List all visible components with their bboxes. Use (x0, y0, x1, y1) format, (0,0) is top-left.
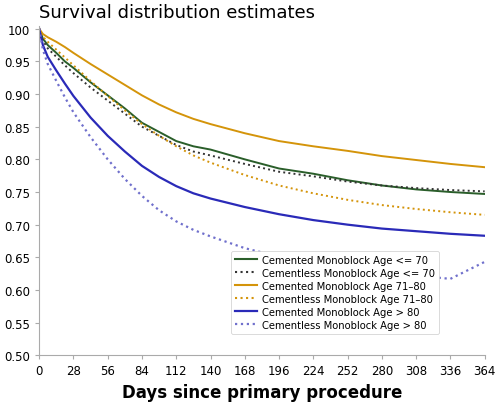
Legend: Cemented Monoblock Age <= 70, Cementless Monoblock Age <= 70, Cemented Monoblock: Cemented Monoblock Age <= 70, Cementless… (232, 251, 440, 334)
Text: Survival distribution estimates: Survival distribution estimates (39, 4, 315, 22)
X-axis label: Days since primary procedure: Days since primary procedure (122, 383, 402, 401)
